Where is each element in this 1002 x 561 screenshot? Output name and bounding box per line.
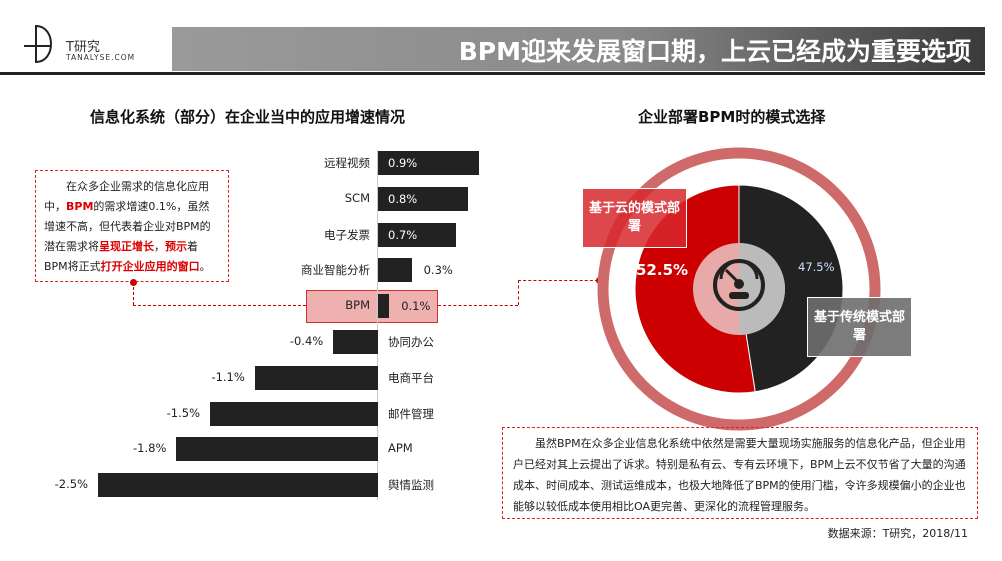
connector-line [133,305,306,306]
cloud-percent: 52.5% [636,261,689,279]
connector-line [438,305,518,306]
connector-line [518,280,598,281]
bpm-highlight [306,290,438,323]
note-text-part: 的需求增速0.1%，虽然增速不高，但代表着企业对BPM的潜在需求将 [44,200,211,253]
value-label: -1.1% [211,369,245,384]
category-label: 协同办公 [388,335,434,349]
title-bar: BPM迎来发展窗口期，上云已经成为重要选项 [172,27,985,71]
data-source: 数据来源：T研究，2018/11 [827,527,968,540]
bar-7 [210,401,378,426]
pie-chart-title: 企业部署BPM时的模式选择 [638,108,826,126]
category-label: 邮件管理 [388,406,434,421]
bar-8 [176,437,378,462]
logo-domain: TANALYSE.COM [66,53,136,62]
connector-line [133,282,134,305]
note-text-part: 预示 [165,240,187,253]
category-label: 商业智能分析 [301,263,370,278]
bar-5 [333,330,378,354]
note-text-part: 。 [199,260,211,273]
value-label: 0.9% [388,156,418,170]
zero-axis [377,150,378,500]
bar-4 [378,294,390,319]
category-label: SCM [344,190,370,205]
gauge-icon [713,259,765,311]
value-label: 0.8% [388,191,418,206]
category-label: 远程视频 [324,156,370,170]
bar-chart-title: 信息化系统（部分）在企业当中的应用增速情况 [90,108,406,126]
note-text-part: 呈现正增长 [99,240,154,253]
pie-chart [597,147,881,431]
note-text-part: 着BPM将正式 [44,240,198,273]
note-text-part: 打开企业应用的窗口 [100,260,200,273]
category-label: 舆情监测 [388,478,434,493]
value-label: 0.1% [401,299,431,314]
description-box: 虽然BPM在众多企业信息化系统中依然是需要大量现场实施服务的信息化产品，但企业用… [502,427,978,519]
note-text-part: ， [154,240,165,253]
bar-2 [378,222,457,247]
traditional-percent: 47.5% [798,260,835,274]
page-title: BPM迎来发展窗口期，上云已经成为重要选项 [458,37,971,66]
note-text-part: 在众多企业需求的信息化应用中， [44,180,209,213]
traditional-deploy-label: 基于传统模式部署 [807,297,912,357]
value-label: -1.5% [166,405,200,420]
logo-text: T研究 [66,40,100,55]
note-text-part: BPM [66,200,94,213]
value-label: 0.3% [423,263,453,278]
bar-0 [378,151,479,175]
bar-9 [98,473,378,498]
bar-3 [378,258,412,283]
category-label: 电子发票 [324,227,370,242]
connector-line [518,280,519,305]
outer-ring [597,147,881,431]
category-label: BPM [345,298,370,313]
bar-chart-note: 在众多企业需求的信息化应用中，BPM的需求增速0.1%，虽然增速不高，但代表着企… [35,170,229,282]
category-label: 电商平台 [388,370,434,385]
value-label: 0.7% [388,227,418,242]
category-label: APM [388,441,413,456]
logo-icon [24,24,52,64]
value-label: -2.5% [54,477,88,492]
connector-dot [130,279,137,286]
value-label: -0.4% [289,334,324,348]
bar-6 [254,365,378,390]
cloud-deploy-label: 基于云的模式部署 [582,188,687,248]
value-label: -1.8% [133,441,167,456]
bar-1 [378,186,468,211]
header-divider [0,72,985,75]
